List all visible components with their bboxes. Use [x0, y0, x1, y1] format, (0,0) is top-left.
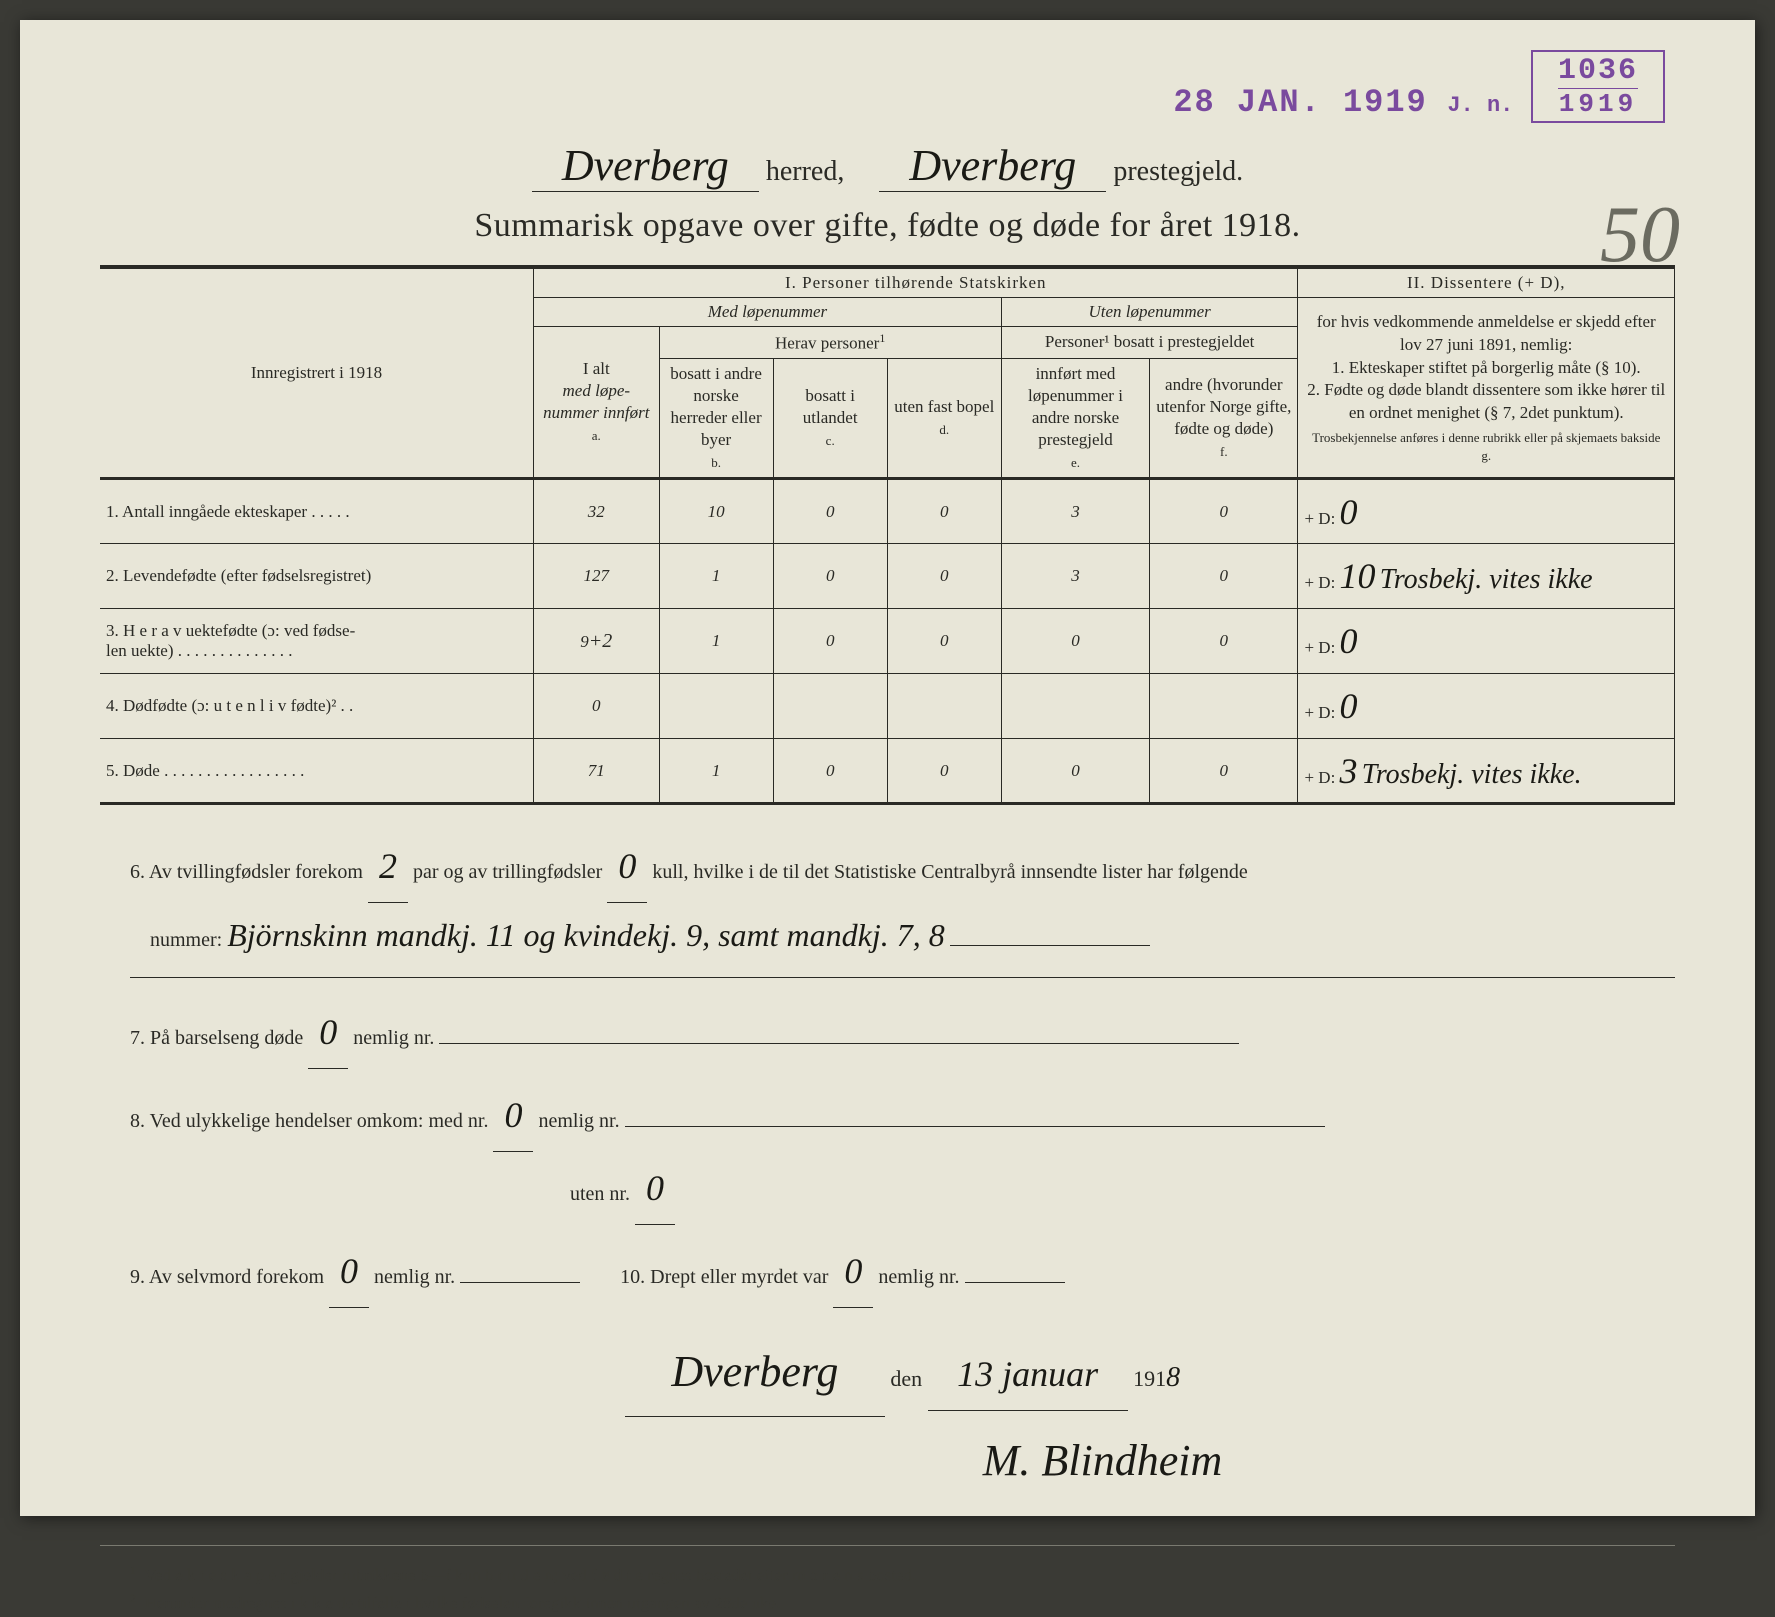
- footnotes: 1 Ved e k t e s k a p e r gjelder rubrik…: [100, 1545, 1675, 1617]
- cell-d: 0: [887, 544, 1001, 609]
- cell-e: 3: [1001, 479, 1149, 544]
- prestegjeld-value: Dverberg: [879, 140, 1106, 192]
- prestegjeld-label: prestegjeld.: [1113, 156, 1243, 187]
- col-d-header: uten fast bopeld.: [887, 358, 1001, 478]
- col-f-header: andre (hvorunder utenfor Norge gifte, fø…: [1150, 358, 1298, 478]
- journal-nr-label: J. n.: [1447, 93, 1513, 118]
- cell-g: + D: 0: [1298, 479, 1675, 544]
- row-label: 3. H e r a v uektefødte (ɔ: ved fødse-le…: [100, 609, 534, 674]
- cell-a: 32: [534, 479, 660, 544]
- uten-lope-header: Uten løpenummer: [1001, 298, 1298, 327]
- cell-e: [1001, 674, 1149, 739]
- personer-bosatt-header: Personer¹ bosatt i prestegjeldet: [1001, 327, 1298, 359]
- form-header: Dverberg herred, Dverberg prestegjeld. S…: [100, 140, 1675, 245]
- item-7: 7. På barselseng døde 0 nemlig nr.: [130, 996, 1675, 1069]
- col-a-header: I alt med løpe- nummer innført a.: [534, 327, 660, 479]
- section-1-header: I. Personer tilhørende Statskirken: [534, 267, 1298, 298]
- cell-b: 10: [659, 479, 773, 544]
- cell-g: + D: 10 Trosbekj. vites ikke: [1298, 544, 1675, 609]
- cell-g: + D: 0: [1298, 609, 1675, 674]
- cell-a: 71: [534, 739, 660, 804]
- cell-a: 9+2: [534, 609, 660, 674]
- cell-d: 0: [887, 739, 1001, 804]
- cell-c: 0: [773, 544, 887, 609]
- cell-f: [1150, 674, 1298, 739]
- item-6: 6. Av tvillingfødsler forekom 2 par og a…: [130, 830, 1675, 967]
- herred-label: herred,: [766, 156, 845, 187]
- cell-b: 1: [659, 739, 773, 804]
- cell-c: 0: [773, 609, 887, 674]
- cell-d: 0: [887, 479, 1001, 544]
- date-stamp: 28 JAN. 1919: [1173, 84, 1427, 121]
- row-label: 1. Antall inngåede ekteskaper . . . . .: [100, 479, 534, 544]
- lower-section: 6. Av tvillingfødsler forekom 2 par og a…: [100, 830, 1675, 1505]
- cell-f: 0: [1150, 479, 1298, 544]
- cell-c: [773, 674, 887, 739]
- cell-a: 0: [534, 674, 660, 739]
- cell-f: 0: [1150, 739, 1298, 804]
- stamp-number-box: 1036 1919: [1531, 50, 1665, 123]
- col-e-header: innført med løpenummer i andre norske pr…: [1001, 358, 1149, 478]
- col-innregistrert: Innregistrert i 1918: [100, 267, 534, 479]
- item-9-10: 9. Av selvmord forekom 0 nemlig nr. 10. …: [130, 1235, 1675, 1308]
- table-row: 2. Levendefødte (efter fødselsregistret)…: [100, 544, 1675, 609]
- cell-f: 0: [1150, 609, 1298, 674]
- table-row: 1. Antall inngåede ekteskaper . . . . .3…: [100, 479, 1675, 544]
- col-b-header: bosatt i andre norske herreder eller bye…: [659, 358, 773, 478]
- cell-c: 0: [773, 479, 887, 544]
- stamp-number-bottom: 1919: [1558, 88, 1638, 119]
- item-8: 8. Ved ulykkelige hendelser omkom: med n…: [130, 1079, 1675, 1225]
- footnote-1: 1 Ved e k t e s k a p e r gjelder rubrik…: [130, 1561, 1675, 1589]
- dissenter-description: for hvis vedkommende anmeldelse er skjed…: [1298, 298, 1675, 479]
- herred-value: Dverberg: [532, 140, 759, 192]
- cell-g: + D: 3 Trosbekj. vites ikke.: [1298, 739, 1675, 804]
- cell-b: [659, 674, 773, 739]
- signature-line: Dverberg den 13 januar 1918 M. Blindheim: [130, 1328, 1675, 1505]
- row-label: 4. Dødfødte (ɔ: u t e n l i v fødte)² . …: [100, 674, 534, 739]
- cell-d: [887, 674, 1001, 739]
- subtitle: Summarisk opgave over gifte, fødte og dø…: [100, 207, 1675, 245]
- stamp-area: 28 JAN. 1919 J. n. 1036 1919: [1173, 50, 1665, 123]
- header-line-1: Dverberg herred, Dverberg prestegjeld.: [100, 140, 1675, 192]
- divider-line: [130, 977, 1675, 978]
- herav-header: Herav personer1: [659, 327, 1001, 359]
- stamp-number-top: 1036: [1558, 54, 1638, 88]
- cell-c: 0: [773, 739, 887, 804]
- cell-b: 1: [659, 544, 773, 609]
- table-row: 3. H e r a v uektefødte (ɔ: ved fødse-le…: [100, 609, 1675, 674]
- cell-a: 127: [534, 544, 660, 609]
- row-label: 5. Døde . . . . . . . . . . . . . . . . …: [100, 739, 534, 804]
- main-table: Innregistrert i 1918 I. Personer tilhøre…: [100, 265, 1675, 805]
- cell-e: 0: [1001, 739, 1149, 804]
- col-c-header: bosatt i utlandetc.: [773, 358, 887, 478]
- footnote-2: 2 Herunder medregnes i k k e de tilfelle…: [130, 1589, 1675, 1617]
- cell-d: 0: [887, 609, 1001, 674]
- med-lope-header: Med løpenummer: [534, 298, 1002, 327]
- cell-e: 0: [1001, 609, 1149, 674]
- cell-b: 1: [659, 609, 773, 674]
- signature: M. Blindheim: [953, 1417, 1253, 1505]
- table-row: 5. Døde . . . . . . . . . . . . . . . . …: [100, 739, 1675, 804]
- cell-e: 3: [1001, 544, 1149, 609]
- table-row: 4. Dødfødte (ɔ: u t e n l i v fødte)² . …: [100, 674, 1675, 739]
- cell-f: 0: [1150, 544, 1298, 609]
- cell-g: + D: 0: [1298, 674, 1675, 739]
- page-number: 50: [1600, 190, 1680, 281]
- document-page: 28 JAN. 1919 J. n. 1036 1919 50 Dverberg…: [20, 20, 1755, 1516]
- row-label: 2. Levendefødte (efter fødselsregistret): [100, 544, 534, 609]
